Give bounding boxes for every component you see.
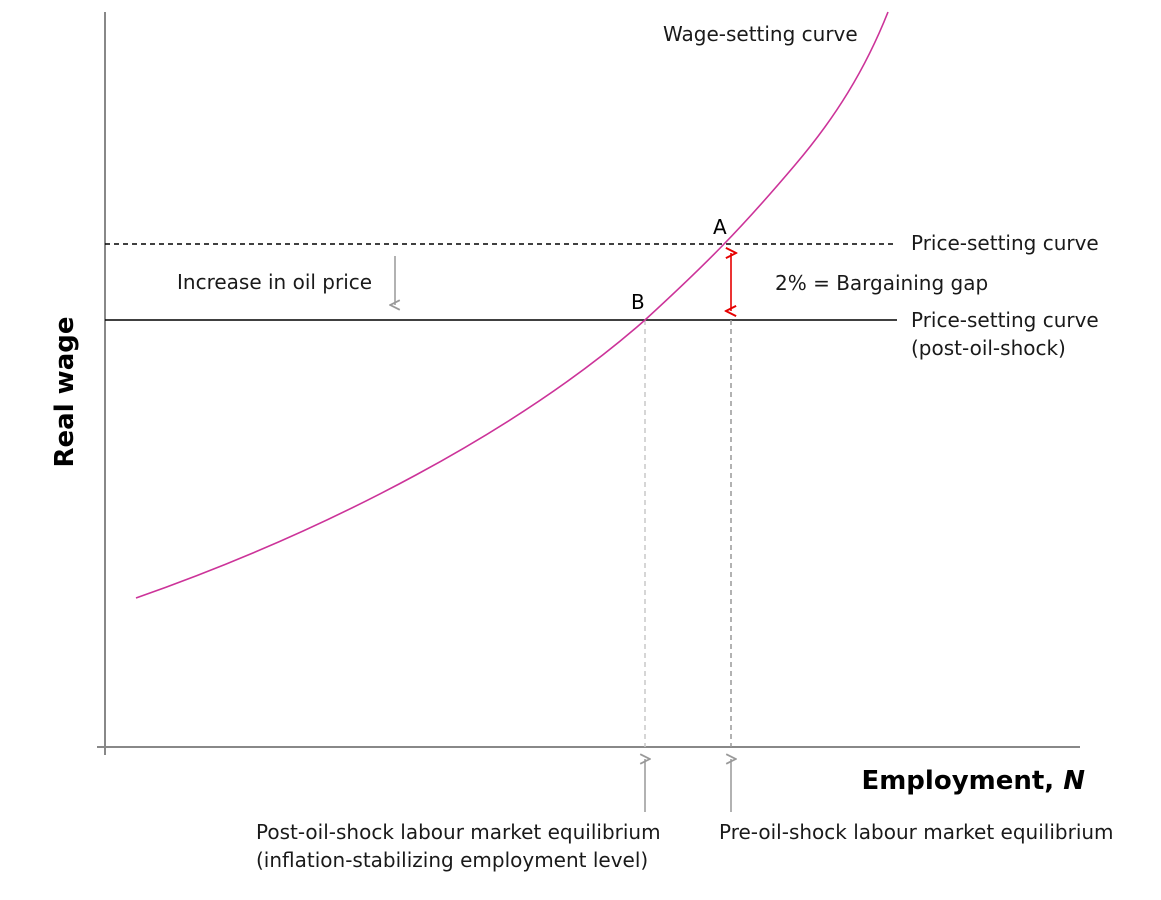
- point-a-label: A: [713, 215, 727, 239]
- y-axis-title: Real wage: [50, 317, 80, 468]
- pre-equilibrium-label: Pre-oil-shock labour market equilibrium: [719, 820, 1114, 844]
- point-b-label: B: [631, 290, 645, 314]
- x-axis-title: Employment, N: [861, 766, 1085, 796]
- oil-price-increase-label: Increase in oil price: [177, 270, 372, 294]
- wage-setting-curve-label: Wage-setting curve: [663, 22, 858, 46]
- wage-setting-curve: [135, 11, 889, 599]
- post-equilibrium-label: Post-oil-shock labour market equilibrium: [256, 820, 661, 844]
- price-setting-curve-label: Price-setting curve: [911, 231, 1099, 255]
- bargaining-gap-label: 2% = Bargaining gap: [775, 271, 988, 295]
- price-setting-curve-post-label: Price-setting curve: [911, 308, 1099, 332]
- price-setting-curve-post-sublabel: (post-oil-shock): [911, 336, 1066, 360]
- post-equilibrium-sublabel: (inflation-stabilizing employment level): [256, 848, 648, 872]
